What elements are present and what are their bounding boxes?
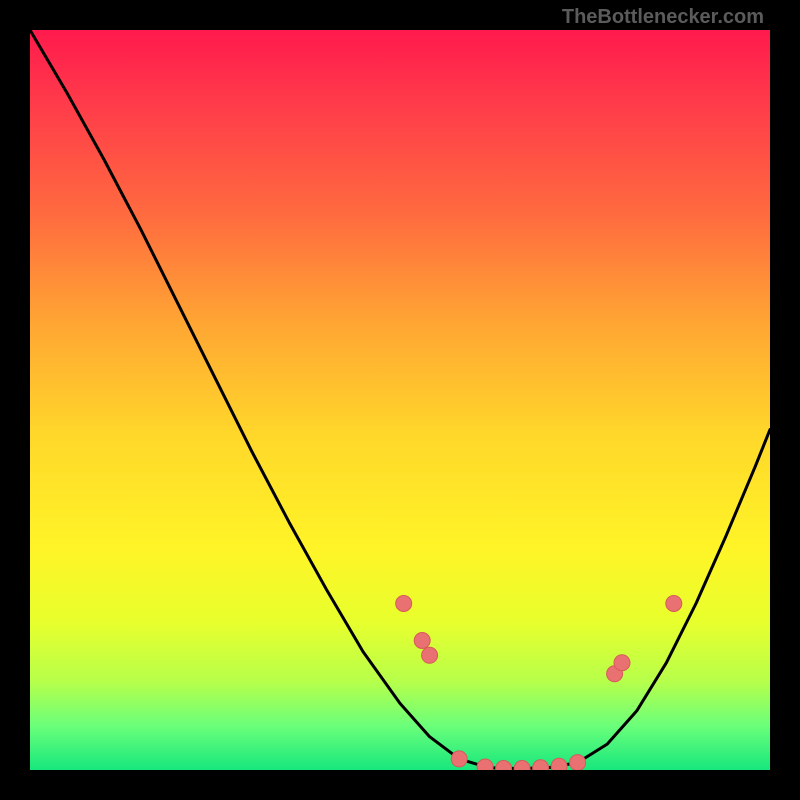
data-marker [666, 596, 682, 612]
data-marker [570, 755, 586, 770]
watermark-text: TheBottlenecker.com [562, 6, 764, 29]
data-marker [396, 596, 412, 612]
plot-area [30, 30, 770, 770]
data-marker [422, 647, 438, 663]
data-marker [451, 751, 467, 767]
data-marker [614, 655, 630, 671]
data-marker [533, 760, 549, 770]
data-marker [496, 761, 512, 770]
data-marker [551, 758, 567, 770]
chart-outer-frame: TheBottlenecker.com [0, 0, 800, 800]
chart-svg [30, 30, 770, 770]
bottleneck-curve [30, 30, 770, 769]
data-marker [414, 633, 430, 649]
data-marker [514, 761, 530, 770]
data-marker [477, 759, 493, 770]
